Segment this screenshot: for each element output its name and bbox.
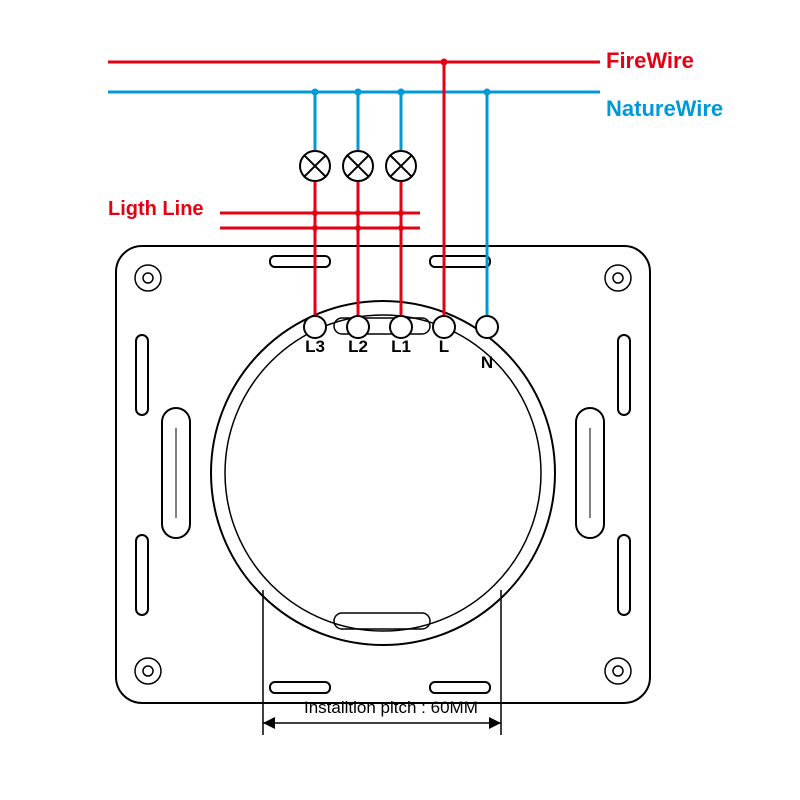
terminals: [304, 316, 498, 338]
label-N: N: [481, 353, 493, 372]
light-line-bus: [220, 213, 420, 228]
lamp-icon: [300, 151, 330, 181]
firewire-label: FireWire: [606, 48, 694, 74]
label-L2: L2: [348, 337, 368, 356]
lamp-icon: [386, 151, 416, 181]
naturewire-label: NatureWire: [606, 96, 723, 122]
label-L1: L1: [391, 337, 411, 356]
lightline-label: Ligth Line: [108, 198, 204, 221]
label-L3: L3: [305, 337, 325, 356]
label-L: L: [439, 337, 449, 356]
switch-plate: [116, 246, 650, 703]
lamp-icon: [343, 151, 373, 181]
lamps: [300, 151, 416, 181]
pitch-label: Installtion pitch : 60MM: [304, 698, 478, 718]
terminal-labels: L3 L2 L1 L N: [305, 337, 493, 372]
drop-wires: [312, 59, 491, 317]
bus-wires: [108, 62, 600, 92]
